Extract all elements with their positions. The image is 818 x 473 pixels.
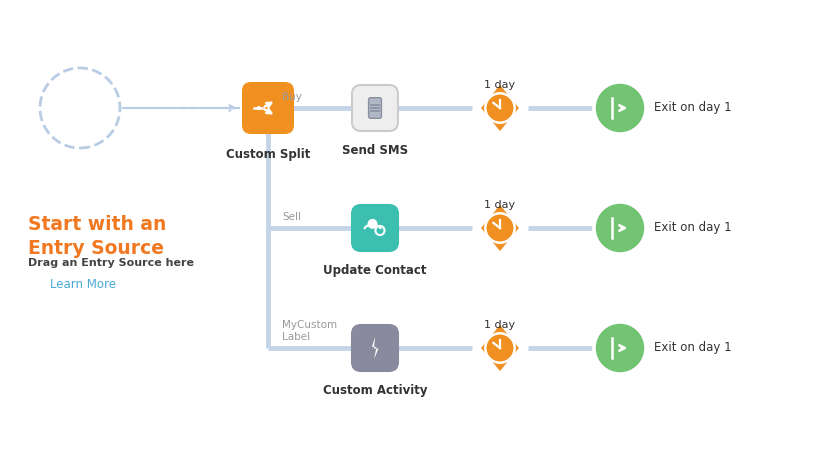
Circle shape — [257, 106, 261, 110]
Text: Exit on day 1: Exit on day 1 — [654, 342, 731, 354]
Polygon shape — [479, 323, 521, 373]
Text: Start with an
Entry Source: Start with an Entry Source — [28, 215, 166, 257]
FancyBboxPatch shape — [369, 98, 381, 118]
Circle shape — [594, 322, 646, 374]
Text: Exit on day 1: Exit on day 1 — [654, 102, 731, 114]
Text: 1 day: 1 day — [484, 80, 515, 90]
Text: Update Contact: Update Contact — [323, 264, 427, 277]
FancyBboxPatch shape — [352, 205, 398, 251]
FancyBboxPatch shape — [242, 82, 294, 134]
Text: Exit on day 1: Exit on day 1 — [654, 221, 731, 235]
Text: 1 day: 1 day — [484, 200, 515, 210]
Text: Learn More: Learn More — [50, 278, 116, 291]
Text: MyCustom
Label: MyCustom Label — [282, 320, 337, 342]
Polygon shape — [372, 337, 379, 359]
Text: Drag an Entry Source here: Drag an Entry Source here — [28, 258, 194, 268]
Polygon shape — [479, 203, 521, 254]
Text: Custom Activity: Custom Activity — [323, 384, 427, 397]
Circle shape — [594, 202, 646, 254]
Text: Sell: Sell — [282, 212, 301, 222]
Text: Custom Split: Custom Split — [226, 148, 310, 161]
Text: Send SMS: Send SMS — [342, 144, 408, 157]
FancyBboxPatch shape — [352, 85, 398, 131]
FancyBboxPatch shape — [352, 325, 398, 371]
Circle shape — [594, 82, 646, 134]
Circle shape — [367, 219, 377, 229]
Text: Buy: Buy — [282, 92, 302, 102]
Text: 1 day: 1 day — [484, 320, 515, 330]
Polygon shape — [479, 83, 521, 133]
